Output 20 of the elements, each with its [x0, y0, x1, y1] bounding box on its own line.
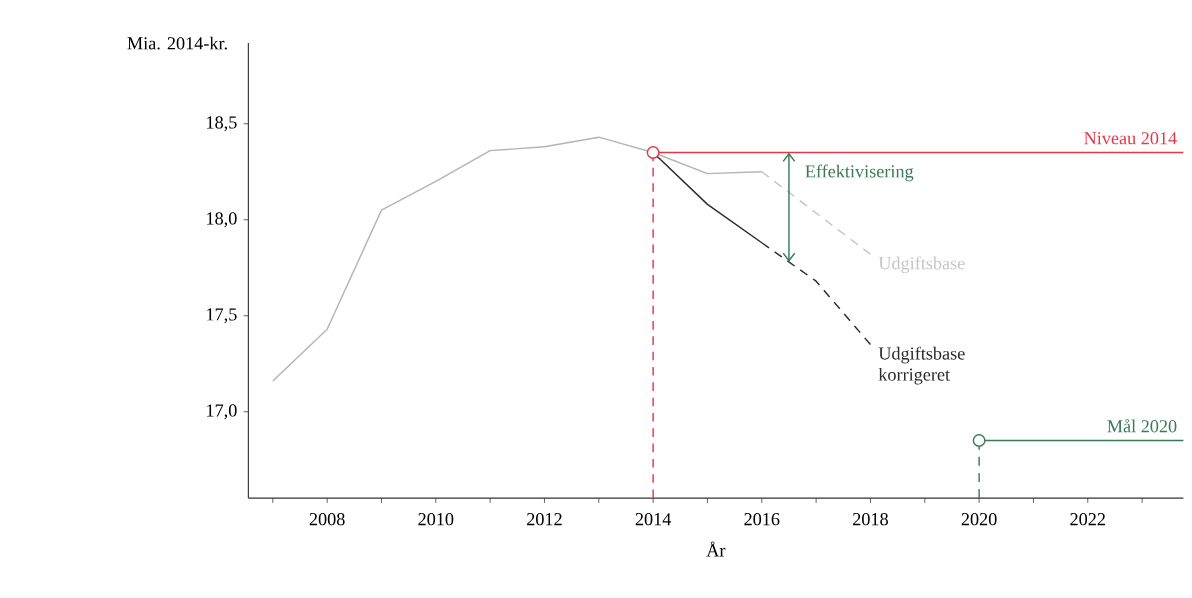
- series-label: Niveau 2014: [1084, 132, 1177, 145]
- series-label: Udgiftsbase korrigeret: [878, 346, 965, 385]
- annotation: Effektivisering: [805, 164, 914, 182]
- x-tick-label: 2018: [853, 513, 888, 526]
- y-tick-label: 18,0: [207, 212, 237, 228]
- x-tick-label: 2008: [309, 513, 345, 526]
- y-tick-label: 17,5: [207, 308, 237, 324]
- x-axis-title: År: [706, 541, 726, 557]
- x-tick-label: 2014: [635, 513, 672, 526]
- x-tick-label: 2010: [418, 513, 454, 526]
- series-label: Udgiftsbase: [878, 256, 965, 274]
- line-series: [272, 136, 763, 382]
- x-tick-label: 2020: [961, 513, 997, 526]
- series-label: Mål 2020: [1107, 419, 1177, 433]
- x-tick-label: 2012: [527, 513, 562, 526]
- x-tick-label: 2022: [1070, 513, 1105, 526]
- x-tick-label: 2016: [744, 513, 780, 526]
- y-axis-title: Mia. 2014-kr.: [127, 36, 227, 50]
- y-tick-label: 18,5: [207, 116, 237, 132]
- y-tick-label: 17,0: [207, 404, 237, 420]
